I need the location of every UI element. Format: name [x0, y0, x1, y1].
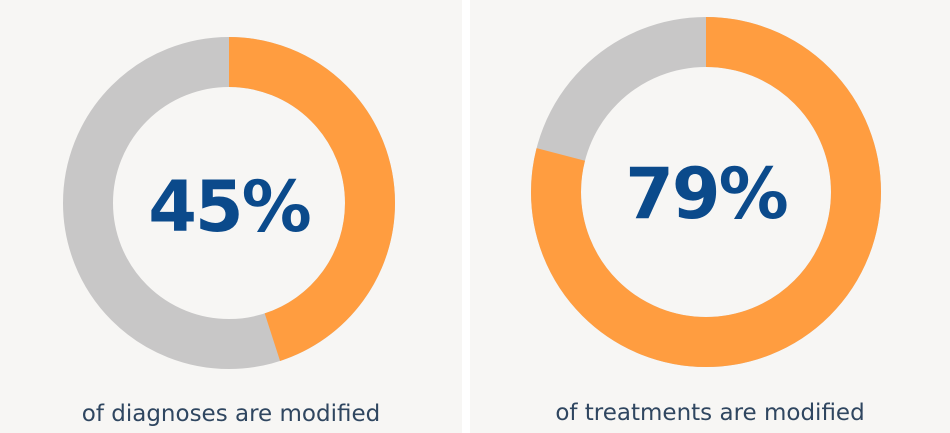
treatments-donut-chart [531, 17, 881, 367]
treatments-percent-label: 79% [625, 153, 789, 235]
diagnoses-value-slice [63, 37, 395, 369]
diagnoses-caption: of diagnoses are modified [81, 401, 381, 427]
diagnoses-donut-chart [63, 37, 395, 369]
treatments-caption: of treatments are modified [555, 400, 865, 426]
treatments-value-slice [531, 17, 881, 367]
diagnoses-percent-label: 45% [148, 166, 312, 248]
diagnoses-panel: 45% of diagnoses are modified [0, 0, 462, 433]
treatments-panel: 79% of treatments are modified [470, 0, 950, 433]
